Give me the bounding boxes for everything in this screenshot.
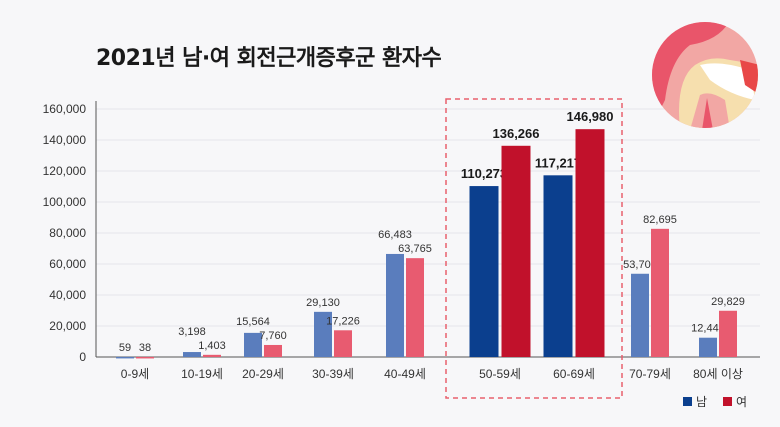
y-tick-label: 100,000 — [43, 195, 87, 209]
data-label: 53,704 — [623, 259, 657, 271]
y-tick-label: 20,000 — [49, 319, 86, 333]
bar-male — [386, 253, 404, 357]
data-label: 110,273 — [461, 166, 507, 181]
data-label: 117,217 — [535, 155, 581, 170]
bar-female — [203, 354, 221, 357]
x-tick-label: 50-59세 — [479, 367, 521, 381]
data-label: 63,765 — [398, 243, 432, 255]
x-tick-label: 30-39세 — [312, 367, 354, 381]
legend-item-female: 여 — [723, 393, 747, 410]
bar-female — [651, 228, 669, 357]
bar-male — [543, 175, 573, 357]
data-label: 29,130 — [306, 297, 340, 309]
data-label: 17,226 — [326, 315, 360, 327]
y-tick-label: 80,000 — [49, 226, 86, 240]
data-label: 29,829 — [711, 296, 745, 308]
bar-female — [575, 129, 605, 357]
x-tick-label: 40-49세 — [384, 367, 426, 381]
bar-male — [631, 273, 649, 357]
data-label: 12,448 — [691, 323, 725, 335]
legend-swatch-male — [683, 397, 692, 406]
data-label: 59 — [119, 342, 131, 354]
bar-male — [116, 356, 134, 359]
bar-male — [244, 332, 262, 357]
x-tick-label: 60-69세 — [553, 367, 595, 381]
x-tick-label: 10-19세 — [181, 367, 223, 381]
bar-female — [719, 310, 737, 357]
data-label: 146,980 — [567, 109, 614, 124]
y-tick-label: 120,000 — [43, 164, 87, 178]
legend-swatch-female — [723, 397, 732, 406]
legend-label-male: 남 — [696, 395, 708, 409]
highlight-box — [445, 98, 623, 399]
bar-female — [334, 330, 352, 357]
y-tick-label: 160,000 — [43, 102, 87, 116]
bar-male — [699, 337, 717, 357]
bar-male — [469, 186, 499, 357]
data-label: 15,564 — [236, 316, 270, 328]
shoulder-illustration — [652, 22, 758, 128]
data-label: 136,266 — [493, 126, 540, 141]
bar-male — [183, 352, 201, 357]
bar-female — [501, 145, 531, 357]
legend-label-female: 여 — [736, 395, 748, 409]
data-label: 1,403 — [198, 340, 226, 352]
y-tick-label: 0 — [79, 350, 86, 364]
bar-male — [314, 311, 332, 357]
x-tick-label: 70-79세 — [629, 367, 671, 381]
chart-title: 2021년 남·여 회전근개증후군 환자수 — [96, 46, 442, 71]
x-tick-label: 80세 이상 — [693, 367, 743, 381]
data-label: 82,695 — [643, 214, 677, 226]
bar-female — [406, 258, 424, 357]
x-tick-label: 0-9세 — [121, 367, 149, 381]
y-tick-label: 140,000 — [43, 133, 87, 147]
bar-female — [136, 356, 154, 359]
data-label: 38 — [139, 342, 151, 354]
y-tick-label: 40,000 — [49, 288, 86, 302]
data-label: 66,483 — [378, 229, 412, 241]
x-tick-label: 20-29세 — [242, 367, 284, 381]
bar-female — [264, 344, 282, 357]
legend-item-male: 남 — [683, 393, 707, 410]
y-tick-label: 60,000 — [49, 257, 86, 271]
data-label: 7,760 — [259, 330, 287, 342]
data-label: 3,198 — [178, 326, 206, 338]
